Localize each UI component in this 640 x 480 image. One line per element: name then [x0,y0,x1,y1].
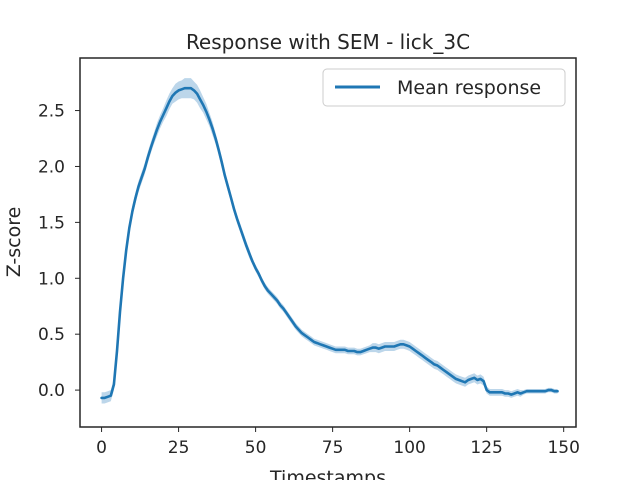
y-tick-label: 2.5 [38,102,65,122]
y-axis: 0.0 0.5 1.0 1.5 2.0 2.5 [38,102,80,401]
plot-marks [100,78,559,404]
y-axis-label: Z-score [3,207,25,278]
legend-label: Mean response [397,77,541,99]
y-tick-label: 1.5 [38,213,65,233]
x-tick-label: 125 [470,438,502,458]
x-tick-label: 100 [393,438,425,458]
y-tick-label: 0.5 [38,325,65,345]
x-axis-label: Timestamps [269,467,386,480]
legend: Mean response [322,68,566,107]
x-axis: 0 25 50 75 100 125 150 [96,427,580,458]
y-tick-label: 1.0 [38,269,65,289]
sem-band [101,78,558,404]
plot-area [79,57,577,428]
x-tick-label: 150 [547,438,579,458]
plot-frame [79,57,577,428]
chart-title: Response with SEM - lick_3C [186,30,470,54]
x-tick-label: 50 [245,438,267,458]
x-tick-label: 25 [168,438,190,458]
y-tick-label: 0.0 [38,381,65,401]
legend-box [322,68,566,107]
mean-response-line [100,86,559,400]
y-tick-label: 2.0 [38,157,65,177]
x-tick-label: 75 [322,438,344,458]
x-tick-label: 0 [96,438,107,458]
